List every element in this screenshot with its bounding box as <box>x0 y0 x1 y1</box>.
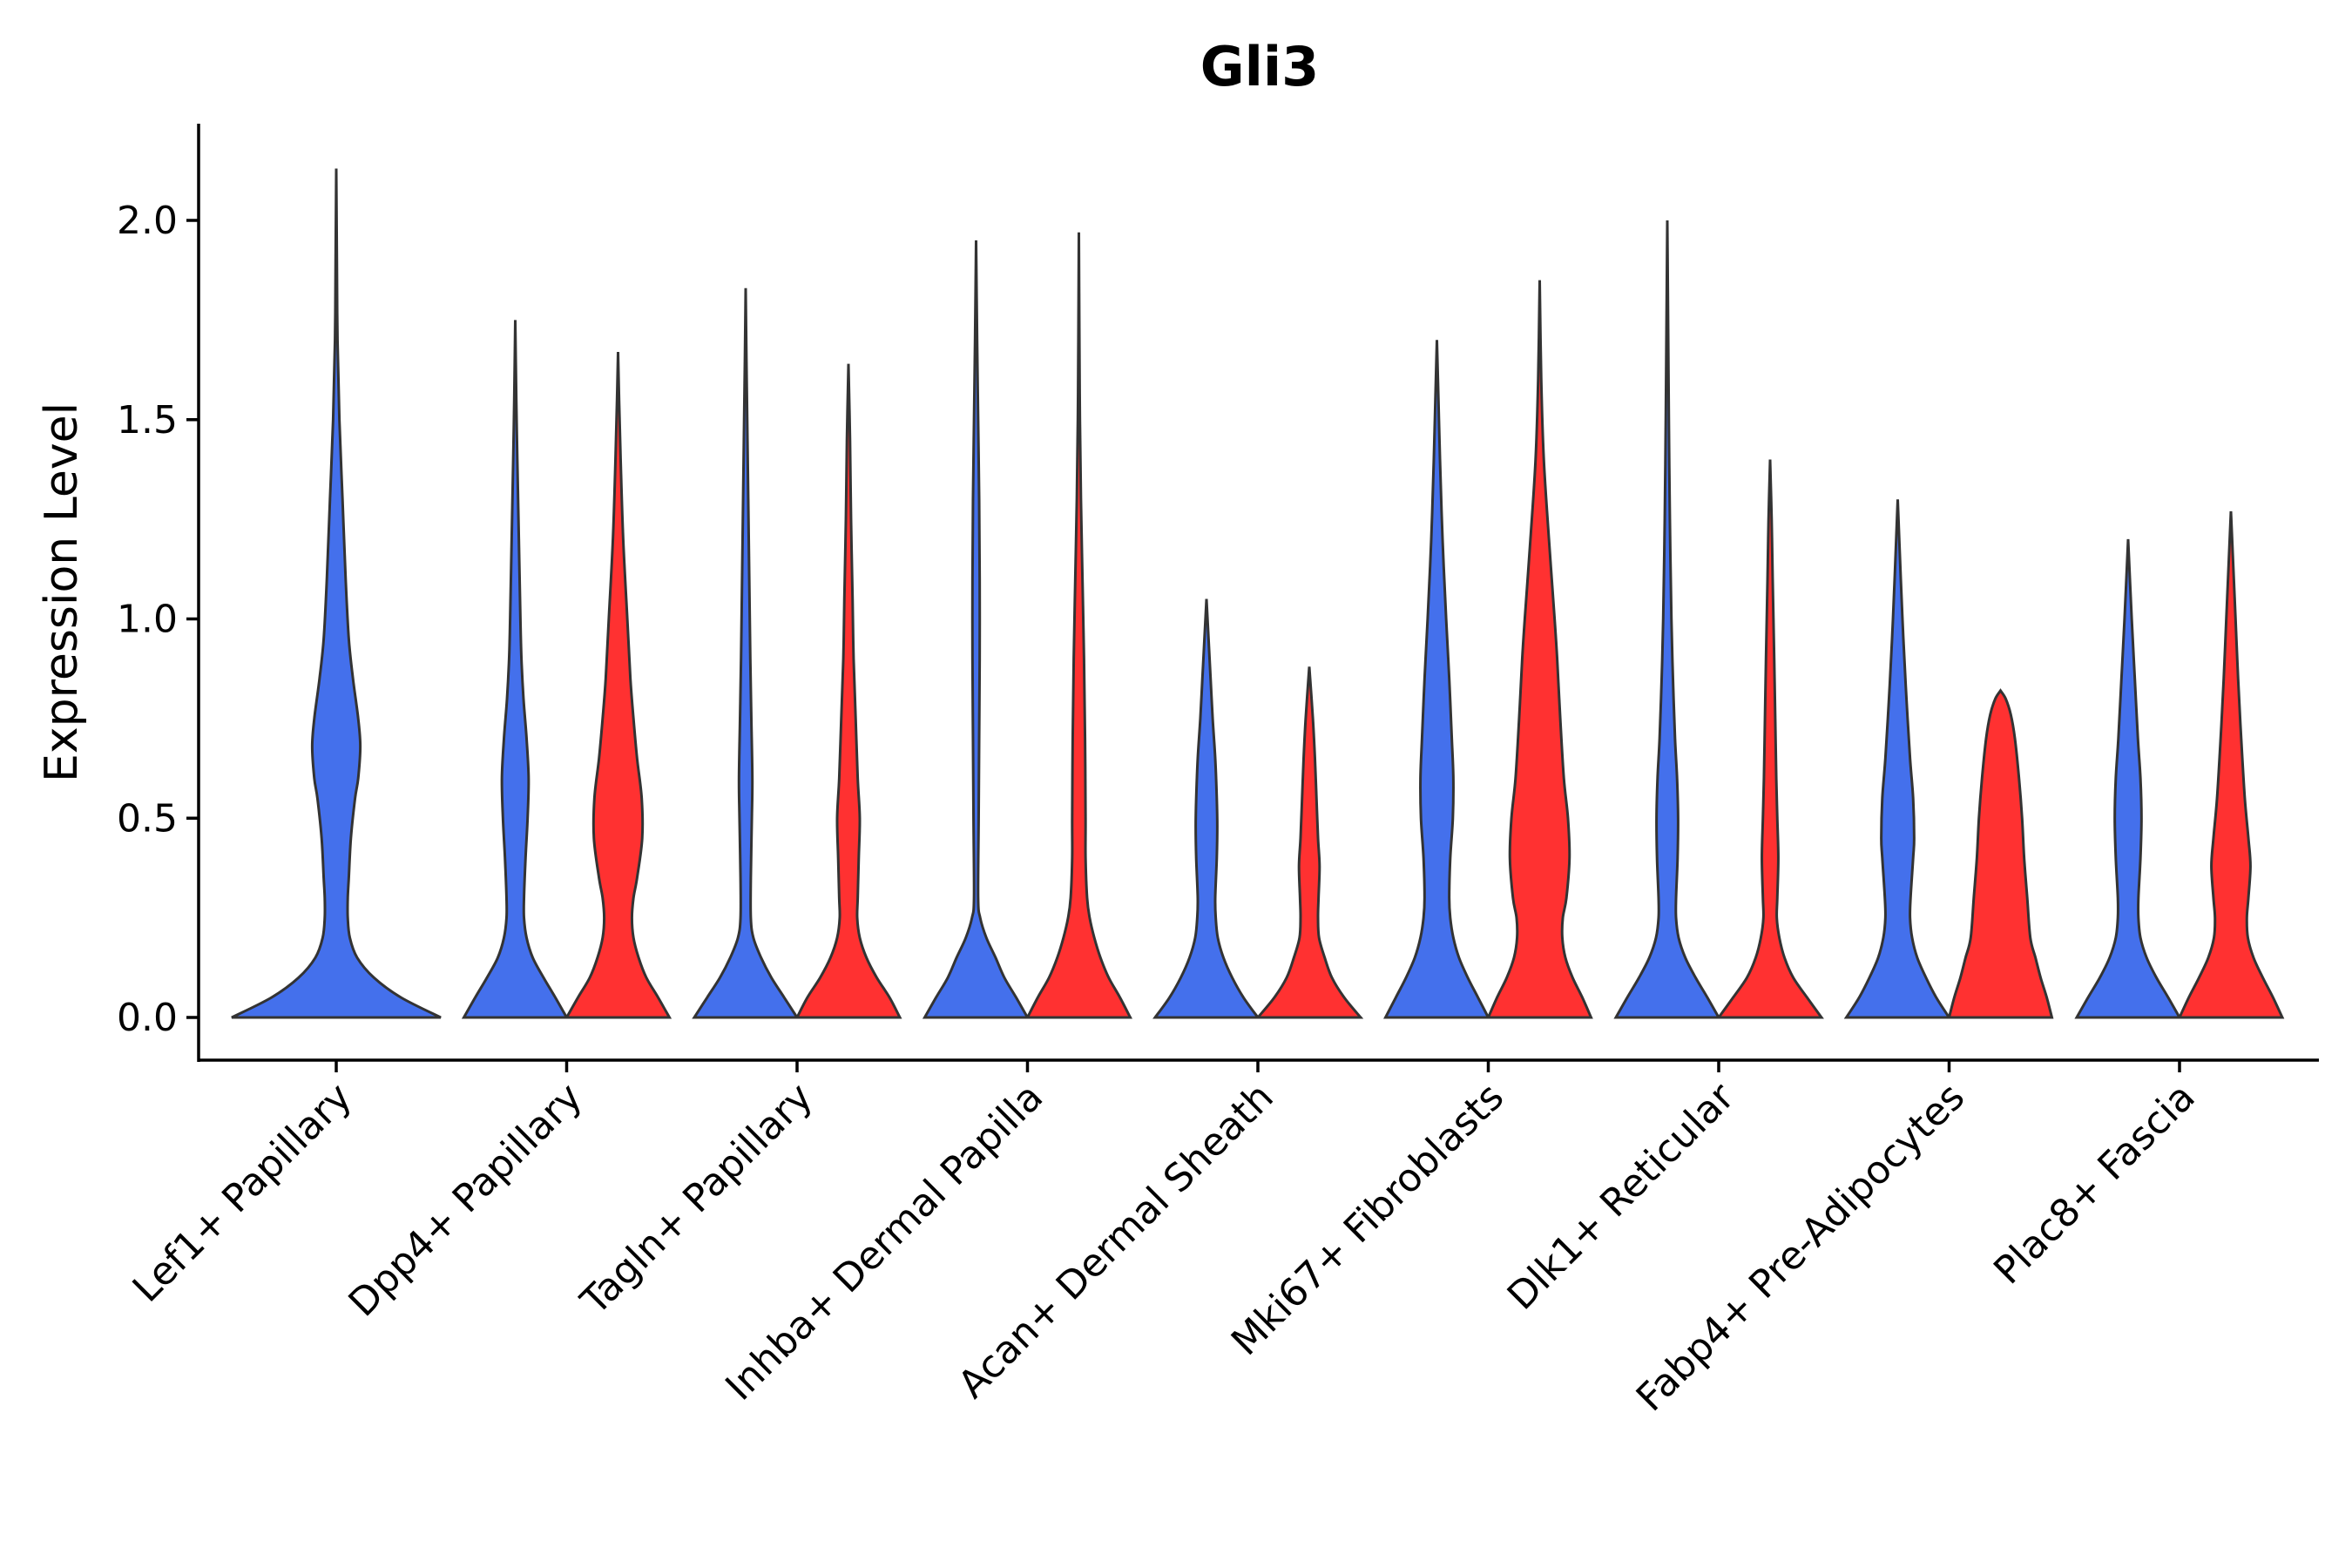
y-tick-label: 2.0 <box>117 199 178 243</box>
violin-blue <box>1152 598 1260 1019</box>
y-tick-label: 1.5 <box>117 398 178 443</box>
violins-group <box>231 168 2285 1019</box>
violin-blue <box>1383 340 1490 1019</box>
violin-blue <box>461 320 570 1019</box>
violin-blue <box>1613 220 1721 1019</box>
y-tick-label: 1.0 <box>117 598 178 642</box>
violin-red <box>1025 232 1132 1019</box>
x-tick-label: Plac8+ Fascia <box>1985 1075 2204 1294</box>
violin-blue <box>231 168 442 1019</box>
x-tick-label: Dlk1+ Reticular <box>1499 1074 1744 1319</box>
y-tick-label: 0.5 <box>117 796 178 841</box>
violin-red <box>794 363 902 1019</box>
x-tick-label: Dpp4+ Papillary <box>341 1075 591 1326</box>
violin-red <box>2177 510 2285 1019</box>
violin-red <box>1716 459 1824 1019</box>
x-tick-label: Tagln+ Papillary <box>572 1075 821 1324</box>
violin-red <box>564 351 672 1019</box>
y-axis-title: Expression Level <box>36 402 88 782</box>
violin-red <box>1486 280 1593 1019</box>
violin-red <box>1947 688 2054 1019</box>
violin-red <box>1254 666 1364 1019</box>
y-ticks-group: 0.0 0.5 1.0 1.5 2.0 <box>117 199 199 1040</box>
y-tick-label: 0.0 <box>117 996 178 1040</box>
violin-blue <box>2074 538 2182 1019</box>
chart-title: Gli3 <box>1200 35 1320 98</box>
violin-blue <box>692 287 800 1019</box>
x-tick-label: Lef1+ Papillary <box>125 1075 361 1311</box>
violin-blue <box>922 240 1031 1019</box>
violin-blue <box>1843 499 1952 1019</box>
